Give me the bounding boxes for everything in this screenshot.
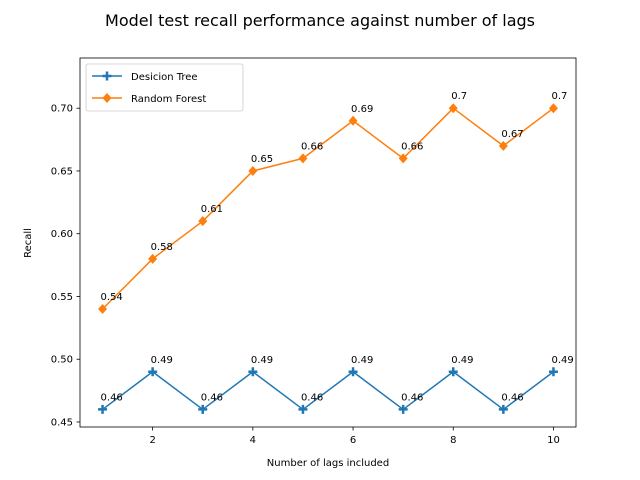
- x-tick-label: 2: [149, 435, 155, 446]
- data-point-random-forest: [148, 253, 158, 264]
- data-label-desicion-tree: 0.46: [401, 392, 423, 403]
- series-layer: [98, 103, 558, 414]
- data-label-random-forest: 0.58: [151, 242, 173, 253]
- data-label-desicion-tree: 0.46: [501, 392, 523, 403]
- data-point-random-forest: [398, 153, 408, 164]
- data-point-random-forest: [548, 103, 558, 114]
- legend-marker-random-forest: [102, 93, 112, 103]
- series-line-desicion-tree: [102, 371, 554, 411]
- data-point-desicion-tree: [398, 404, 408, 414]
- data-label-desicion-tree: 0.46: [301, 392, 323, 403]
- legend-label-decision-tree: Desicion Tree: [131, 72, 198, 83]
- data-point-random-forest: [248, 165, 258, 176]
- y-tick-label: 0.70: [51, 104, 73, 115]
- data-point-desicion-tree: [448, 367, 458, 377]
- data-label-random-forest: 0.69: [351, 104, 373, 115]
- data-label-desicion-tree: 0.46: [201, 392, 223, 403]
- data-label-desicion-tree: 0.49: [451, 355, 473, 366]
- y-tick-label: 0.55: [51, 292, 73, 303]
- y-tick-label: 0.60: [51, 229, 73, 240]
- data-point-random-forest: [448, 103, 458, 114]
- x-tick-label: 6: [350, 435, 356, 446]
- x-axis-label: Number of lags included: [267, 458, 389, 469]
- data-label-desicion-tree: 0.49: [251, 355, 273, 366]
- data-point-desicion-tree: [98, 404, 108, 414]
- y-tick-label: 0.65: [51, 166, 73, 177]
- legend-label-random-forest: Random Forest: [131, 94, 206, 105]
- data-label-desicion-tree: 0.49: [551, 355, 573, 366]
- data-point-desicion-tree: [498, 404, 508, 414]
- data-point-desicion-tree: [298, 404, 308, 414]
- data-point-random-forest: [98, 304, 108, 315]
- plot-area-frame: [79, 57, 577, 428]
- legend-frame: [85, 63, 244, 112]
- x-tick-label: 10: [547, 435, 560, 446]
- data-label-random-forest: 0.61: [201, 204, 223, 215]
- y-tick-label: 0.45: [51, 417, 73, 428]
- data-point-random-forest: [198, 216, 208, 227]
- data-label-random-forest: 0.66: [301, 141, 323, 152]
- legend-marker-decision-tree: [102, 71, 112, 81]
- x-axis-ticks: 2 4 6 8 10: [149, 427, 560, 446]
- chart-title: Model test recall performance against nu…: [105, 11, 535, 30]
- data-label-desicion-tree: 0.46: [101, 392, 123, 403]
- data-label-desicion-tree: 0.49: [151, 355, 173, 366]
- data-point-desicion-tree: [548, 367, 558, 377]
- data-label-random-forest: 0.66: [401, 141, 423, 152]
- data-point-desicion-tree: [198, 404, 208, 414]
- data-point-desicion-tree: [248, 367, 258, 377]
- data-point-desicion-tree: [348, 367, 358, 377]
- data-label-random-forest: 0.7: [451, 91, 467, 102]
- y-axis-label: Recall: [23, 228, 34, 258]
- legend: Desicion Tree Random Forest: [85, 63, 244, 112]
- series-line-random-forest: [102, 107, 554, 310]
- data-label-random-forest: 0.54: [101, 292, 123, 303]
- data-label-random-forest: 0.67: [501, 129, 523, 140]
- data-label-random-forest: 0.65: [251, 154, 273, 165]
- data-point-random-forest: [348, 115, 358, 126]
- data-point-random-forest: [498, 140, 508, 151]
- x-tick-label: 4: [250, 435, 256, 446]
- data-point-random-forest: [298, 153, 308, 164]
- data-point-desicion-tree: [148, 367, 158, 377]
- x-tick-label: 8: [450, 435, 456, 446]
- data-label-desicion-tree: 0.49: [351, 355, 373, 366]
- data-labels: 0.46 0.49 0.46 0.49 0.46 0.49 0.46 0.49 0.46 0.49…: [101, 91, 574, 403]
- data-label-random-forest: 0.7: [551, 91, 567, 102]
- y-tick-label: 0.50: [51, 355, 73, 366]
- y-axis-ticks: 0.45 0.50 0.55 0.60 0.65 0.70: [51, 104, 80, 428]
